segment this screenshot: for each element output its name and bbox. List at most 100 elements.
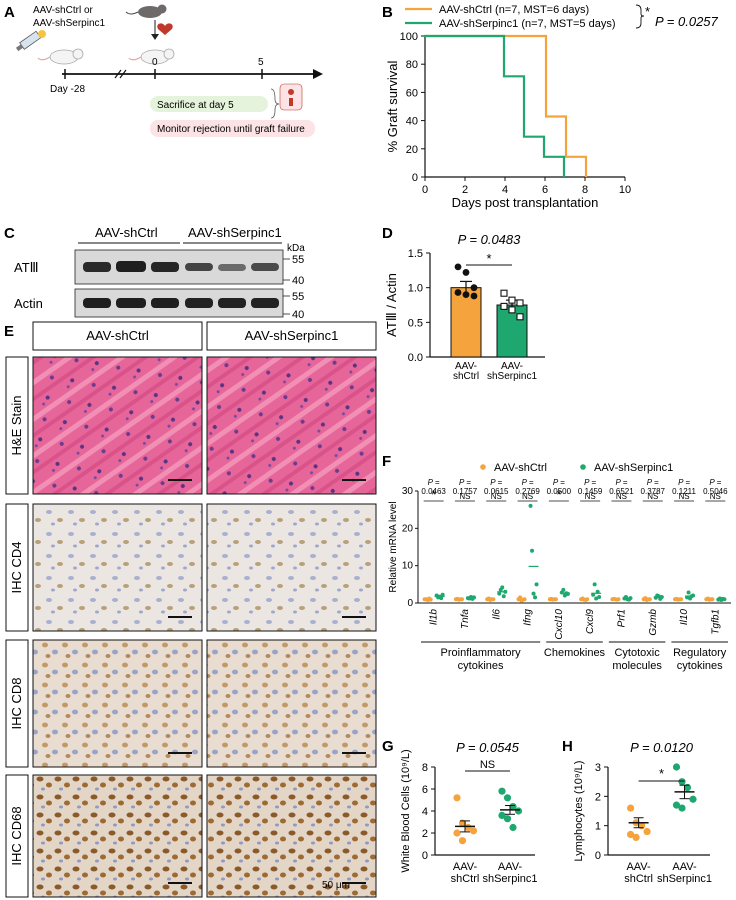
monitor-box bbox=[150, 120, 315, 137]
gene-label: Cxcl10 bbox=[554, 609, 565, 640]
y-tick-label: 0 bbox=[422, 850, 428, 862]
blot-row-actin: Actin bbox=[14, 296, 43, 311]
column-header: AAV-shCtrl bbox=[86, 328, 149, 343]
aav-label-line1: AAV-shCtrl or bbox=[33, 5, 93, 16]
micrograph bbox=[32, 774, 203, 898]
panel-label-d: D bbox=[382, 225, 393, 242]
p-value: 0.5046 bbox=[703, 487, 728, 496]
x-tick-label: 4 bbox=[502, 184, 508, 196]
column-header: AAV-shSerpinc1 bbox=[245, 328, 339, 343]
p-prefix: P = bbox=[522, 478, 534, 487]
p-prefix: P = bbox=[490, 478, 502, 487]
panel-label-h: H bbox=[562, 738, 573, 755]
y-axis-label: % Graft survival bbox=[385, 61, 400, 153]
y-tick-label: 0.0 bbox=[408, 352, 423, 364]
legend-label: AAV-shCtrl bbox=[494, 462, 547, 474]
row-header: IHC CD4 bbox=[9, 541, 24, 593]
y-tick-label: 3 bbox=[595, 762, 601, 774]
y-tick-label: 40 bbox=[406, 116, 418, 128]
p-prefix: P = bbox=[584, 478, 596, 487]
significance-mark: * bbox=[431, 487, 436, 502]
gene-label: Prf1 bbox=[616, 609, 627, 627]
scale-label: 50 μm bbox=[322, 880, 350, 891]
y-tick-label: 8 bbox=[422, 762, 428, 774]
legend-label: AAV-shSerpinc1 bbox=[594, 462, 673, 474]
kda-label: kDa bbox=[287, 243, 305, 254]
row-header-box bbox=[5, 774, 29, 898]
data-point bbox=[462, 291, 470, 298]
data-point-sh bbox=[500, 585, 505, 590]
significance-mark: NS bbox=[480, 759, 495, 771]
y-tick-label: 1.0 bbox=[408, 283, 423, 295]
y-tick-label: 100 bbox=[400, 31, 418, 43]
organ-icon bbox=[279, 83, 303, 111]
x-tick-label: shSerpinc1 bbox=[657, 873, 712, 885]
p-value: P = 0.0545 bbox=[456, 740, 520, 755]
data-point-sh bbox=[503, 794, 512, 802]
p-prefix: P = bbox=[459, 478, 471, 487]
legend-marker bbox=[580, 464, 586, 470]
y-tick-label: 1 bbox=[595, 821, 601, 833]
data-point-sh bbox=[497, 591, 502, 596]
y-tick-label: 1.5 bbox=[408, 248, 423, 260]
panel-g: G 0 2 4 6 8 White Blood Cells (10⁹/L) AAV-shCt… bbox=[382, 738, 538, 885]
panel-a: A AAV-shCtrl or AAV-shSerpinc1 bbox=[4, 4, 323, 137]
group-label: cytokines bbox=[458, 660, 504, 672]
row-header: IHC CD68 bbox=[9, 806, 24, 865]
significance-star: * bbox=[645, 4, 650, 19]
p-value: 0.1211 bbox=[672, 487, 696, 496]
significance-mark: NS bbox=[710, 492, 721, 501]
data-point-sh bbox=[597, 595, 602, 600]
group-label: Regulatory bbox=[673, 647, 727, 659]
p-prefix: P = bbox=[678, 478, 690, 487]
x-tick-label: shCtrl bbox=[451, 873, 480, 885]
bar-ctrl bbox=[450, 287, 482, 358]
day-label-zero: 0 bbox=[152, 57, 158, 68]
micrograph bbox=[206, 356, 377, 495]
micrograph bbox=[206, 503, 377, 632]
panel-label-b: B bbox=[382, 4, 393, 21]
y-tick-label: 30 bbox=[402, 486, 414, 497]
blot-group-sh: AAV-shSerpinc1 bbox=[188, 225, 282, 240]
data-point-sh bbox=[509, 823, 517, 832]
group-label: Chemokines bbox=[544, 647, 606, 659]
data-point bbox=[454, 289, 462, 296]
gene-label: Ifng bbox=[523, 609, 534, 626]
data-point bbox=[454, 263, 462, 271]
y-tick-label: 0 bbox=[595, 850, 601, 862]
y-tick-label: 60 bbox=[406, 87, 418, 99]
row-header: H&E Stain bbox=[9, 396, 24, 456]
data-point-ctrl bbox=[627, 830, 635, 839]
x-tick-label: 6 bbox=[542, 184, 548, 196]
significance-star: * bbox=[486, 251, 491, 266]
blot-at3 bbox=[74, 249, 284, 285]
data-point-sh bbox=[530, 548, 535, 553]
group-label: Cytotoxic bbox=[614, 647, 660, 659]
p-value: 0.0463 bbox=[421, 487, 446, 496]
legend-marker bbox=[480, 464, 486, 470]
blot-row-at3: ATⅢ bbox=[14, 260, 39, 275]
p-value: P = 0.0257 bbox=[655, 14, 719, 29]
p-prefix: P = bbox=[647, 478, 659, 487]
recipient-mouse-icon bbox=[128, 48, 175, 65]
data-point-sh bbox=[498, 787, 506, 795]
data-point-sh bbox=[683, 783, 692, 792]
data-point-ctrl bbox=[453, 829, 461, 837]
data-point-sh bbox=[501, 594, 506, 599]
y-tick-label: 80 bbox=[406, 59, 418, 71]
data-point-ctrl bbox=[469, 827, 478, 835]
y-axis-label: Lymphocytes (10⁹/L) bbox=[573, 761, 585, 862]
significance-mark: NS bbox=[522, 492, 533, 501]
significance-bracket bbox=[635, 4, 645, 29]
wbc-chart: 0 2 4 6 8 White Blood Cells (10⁹/L) AAV-shCtrl… bbox=[400, 740, 538, 885]
y-tick-label: 10 bbox=[402, 561, 414, 572]
significance-mark: * bbox=[659, 766, 664, 781]
blot-actin bbox=[74, 288, 284, 318]
p-value: P = 0.0483 bbox=[458, 232, 522, 247]
data-point-sh bbox=[672, 763, 681, 771]
group-label: Proinflammatory bbox=[441, 647, 522, 659]
p-value: 0.6521 bbox=[609, 487, 634, 496]
y-tick-label: 20 bbox=[406, 144, 418, 156]
